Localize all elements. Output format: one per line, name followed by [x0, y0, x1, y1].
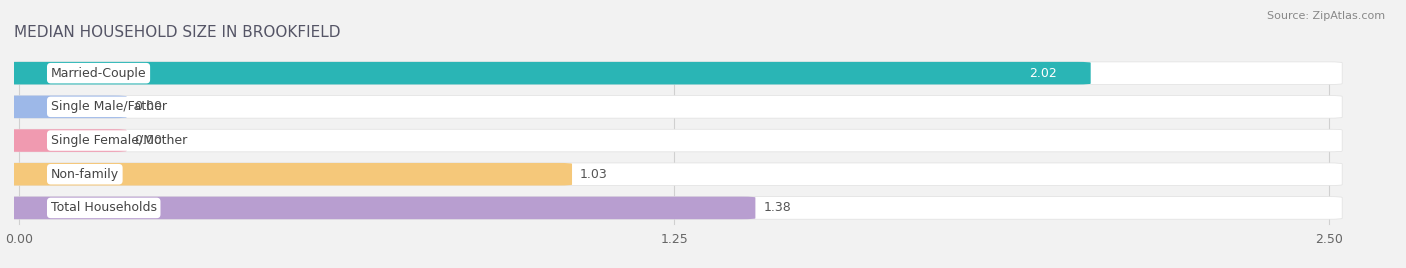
FancyBboxPatch shape: [6, 197, 1343, 219]
FancyBboxPatch shape: [6, 96, 127, 118]
Text: Non-family: Non-family: [51, 168, 120, 181]
Text: 1.38: 1.38: [763, 202, 792, 214]
Text: 0.00: 0.00: [135, 134, 163, 147]
FancyBboxPatch shape: [6, 163, 1343, 185]
Text: Single Female/Mother: Single Female/Mother: [51, 134, 187, 147]
FancyBboxPatch shape: [6, 197, 755, 219]
FancyBboxPatch shape: [6, 96, 1343, 118]
FancyBboxPatch shape: [6, 163, 572, 185]
Text: Married-Couple: Married-Couple: [51, 67, 146, 80]
Text: Single Male/Father: Single Male/Father: [51, 100, 167, 113]
FancyBboxPatch shape: [6, 62, 1091, 84]
Text: 1.03: 1.03: [579, 168, 607, 181]
Text: 2.02: 2.02: [1029, 67, 1057, 80]
FancyBboxPatch shape: [6, 129, 1343, 152]
FancyBboxPatch shape: [6, 62, 1343, 84]
Text: MEDIAN HOUSEHOLD SIZE IN BROOKFIELD: MEDIAN HOUSEHOLD SIZE IN BROOKFIELD: [14, 25, 340, 40]
Text: Source: ZipAtlas.com: Source: ZipAtlas.com: [1267, 11, 1385, 21]
Text: Total Households: Total Households: [51, 202, 156, 214]
FancyBboxPatch shape: [6, 129, 127, 152]
Text: 0.00: 0.00: [135, 100, 163, 113]
